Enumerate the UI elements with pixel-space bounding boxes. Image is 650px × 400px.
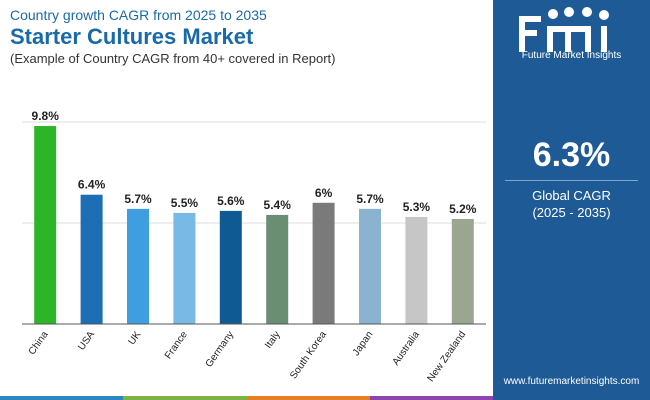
bottom-color-bar	[0, 396, 493, 400]
bottom-bar-segment	[369, 396, 493, 400]
x-tick-label: China	[27, 329, 51, 357]
data-label: 5.3%	[403, 200, 431, 214]
bar-china	[34, 126, 57, 324]
fmi-logo-icon	[519, 7, 609, 52]
chart-subtitle: Country growth CAGR from 2025 to 2035	[10, 7, 267, 23]
bar-germany	[219, 210, 242, 324]
data-label: 5.4%	[264, 198, 292, 212]
chart-header: Country growth CAGR from 2025 to 2035 St…	[10, 6, 490, 68]
global-cagr-label: Global CAGR	[532, 188, 611, 203]
bottom-bar-segment	[123, 396, 247, 400]
bar-japan	[359, 208, 381, 324]
x-tick-label: Italy	[263, 329, 283, 350]
x-tick-label: France	[163, 329, 190, 361]
bar-uk	[127, 208, 149, 324]
bar-chart: 9.8% China 6.4% USA 5.7% UK 5.5% France 5.6% Germ…	[22, 109, 486, 384]
bar-south-korea	[312, 202, 335, 324]
data-label: 5.7%	[356, 192, 384, 206]
data-label: 6.4%	[78, 178, 106, 192]
chart-note: (Example of Country CAGR from 40+ covere…	[10, 51, 336, 66]
bottom-bar-segment	[0, 396, 124, 400]
data-label: 6%	[315, 186, 333, 200]
bar-australia	[405, 216, 428, 324]
bottom-bar-segment	[246, 396, 370, 400]
x-tick-label: USA	[76, 329, 97, 352]
data-label: 5.5%	[171, 196, 199, 210]
x-tick-label: UK	[126, 329, 143, 347]
x-tick-label: New Zealand	[425, 329, 468, 384]
bar-france	[173, 212, 196, 324]
chart-title: Starter Cultures Market	[10, 24, 254, 49]
data-label: 5.7%	[124, 192, 152, 206]
bar-usa	[80, 194, 103, 324]
bar-italy	[266, 214, 289, 324]
x-tick-label: Australia	[391, 329, 423, 368]
x-tick-label: South Korea	[288, 329, 329, 381]
global-cagr-period: (2025 - 2035)	[532, 205, 611, 220]
x-tick-label: Germany	[204, 329, 237, 369]
bar-new-zealand	[451, 218, 474, 324]
website-link[interactable]: www.futuremarketinsights.com	[503, 376, 640, 387]
data-label: 5.2%	[449, 202, 477, 216]
data-label: 9.8%	[32, 109, 60, 123]
side-panel: Future Market Insights 6.3% Global CAGR …	[493, 0, 650, 400]
global-cagr-value: 6.3%	[532, 136, 611, 174]
data-label: 5.6%	[217, 194, 245, 208]
x-tick-label: Japan	[351, 329, 376, 358]
kpi-divider	[505, 180, 638, 181]
logo-text: Future Market Insights	[521, 50, 622, 61]
